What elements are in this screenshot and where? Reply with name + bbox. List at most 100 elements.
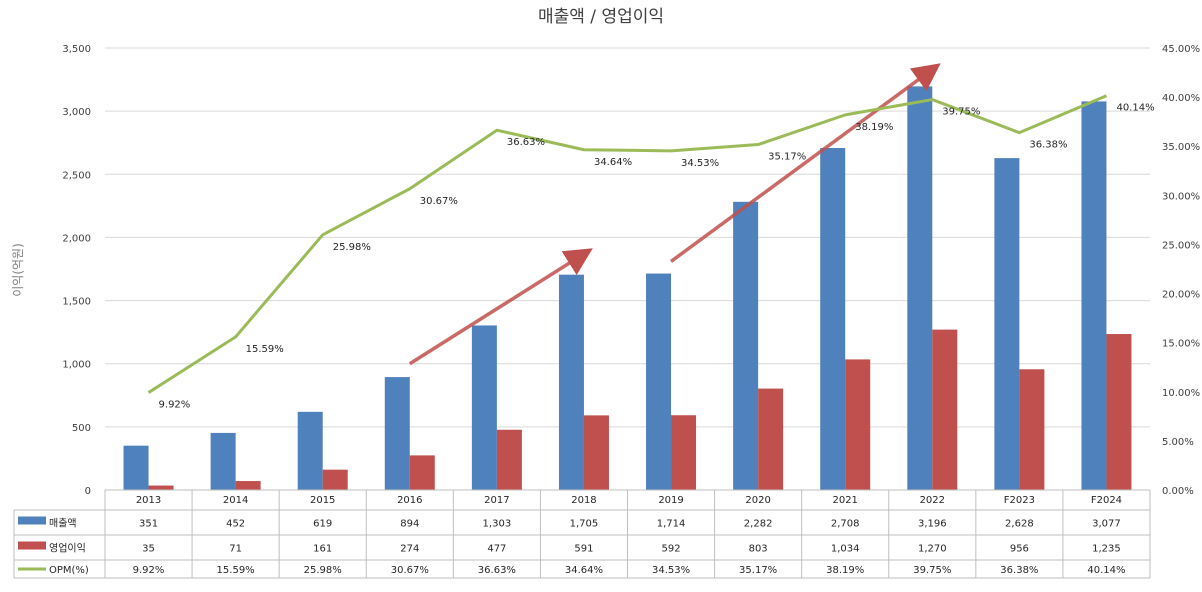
table-cell: 25.98% (304, 565, 342, 576)
y2-tick-label: 45.00% (1162, 44, 1200, 55)
table-cell: 39.75% (913, 565, 951, 576)
opm-data-label: 35.17% (768, 152, 806, 163)
data-table: 2013 2014 2015 2016 2017 2018 2019 2020 2021 2022… (13, 489, 1151, 579)
table-cell: 38.19% (826, 565, 864, 576)
opm-data-label: 36.63% (507, 137, 545, 148)
trend-arrows (408, 63, 941, 366)
bar-sales (471, 325, 497, 490)
opm-data-label: 38.19% (855, 122, 893, 133)
bar-operating-profit (409, 455, 435, 490)
y2-tick-label: 35.00% (1162, 142, 1200, 153)
bar-operating-profit (148, 485, 174, 490)
table-cell: 803 (749, 544, 768, 555)
chart-title: 매출액 / 영업이익 (538, 7, 664, 27)
table-cell: 592 (661, 544, 680, 555)
table-cell: 71 (229, 544, 242, 555)
bar-operating-profit (1019, 369, 1045, 490)
x-tick-label: 2019 (658, 495, 683, 506)
bar-operating-profit (583, 415, 609, 490)
y2-tick-label: 0.00% (1162, 486, 1194, 497)
table-cell: 36.38% (1000, 565, 1038, 576)
y-tick-label: 1,000 (62, 360, 91, 371)
table-cell: 351 (139, 519, 158, 530)
legend-key-operating-profit (18, 541, 46, 550)
bar-sales (123, 445, 149, 490)
opm-data-label: 40.14% (1116, 103, 1154, 114)
opm-line-series: 9.92% 15.59% 25.98% 30.67% 36.63% 34.64% 34.53… (147, 94, 1155, 411)
table-cell: 1,303 (483, 519, 512, 530)
table-cell: 591 (574, 544, 593, 555)
y2-tick-label: 20.00% (1162, 290, 1200, 301)
y2-tick-label: 25.00% (1162, 240, 1200, 251)
y-tick-label: 2,500 (62, 170, 91, 181)
x-tick-label: 2013 (136, 495, 161, 506)
table-cell: 35.17% (739, 565, 777, 576)
table-cell: 1,034 (831, 544, 860, 555)
table-cell: 3,196 (918, 519, 947, 530)
bar-sales (297, 411, 323, 490)
legend-key-sales (18, 516, 46, 525)
bar-sales (384, 377, 410, 490)
y2-tick-label: 40.00% (1162, 93, 1200, 104)
bar-sales (558, 274, 584, 490)
table-cell: 1,705 (570, 519, 599, 530)
table-cell: 3,077 (1092, 519, 1121, 530)
table-cell: 1,270 (918, 544, 947, 555)
x-tick-label: 2020 (745, 495, 770, 506)
table-cell: 452 (226, 519, 245, 530)
opm-line (147, 94, 1108, 394)
legend-label: 영업이익 (49, 542, 86, 555)
bar-operating-profit (496, 429, 522, 490)
bar-operating-profit (322, 469, 348, 490)
bar-operating-profit (932, 329, 958, 490)
opm-data-label: 36.38% (1029, 140, 1067, 151)
opm-data-label: 15.59% (246, 344, 284, 355)
table-cell: 1,714 (657, 519, 686, 530)
table-cell: 9.92% (133, 565, 165, 576)
table-cell: 36.63% (478, 565, 516, 576)
table-cell: 161 (313, 544, 332, 555)
y-tick-label: 2,000 (62, 233, 91, 244)
opm-data-label: 25.98% (333, 242, 371, 253)
x-tick-label: 2017 (484, 495, 509, 506)
table-cell: 477 (487, 544, 506, 555)
y-tick-label: 3,500 (62, 44, 91, 55)
opm-data-label: 30.67% (420, 196, 458, 207)
legend-label: 매출액 (49, 518, 77, 530)
y-tick-label: 0 (85, 486, 91, 497)
opm-data-label: 34.64% (594, 157, 632, 168)
table-cell: 34.53% (652, 565, 690, 576)
y-axis-label: 이익(억원) (11, 243, 25, 297)
bar-operating-profit (1106, 334, 1132, 490)
y2-tick-label: 10.00% (1162, 388, 1200, 399)
table-cell: 956 (1010, 544, 1029, 555)
table-cell: 35 (142, 544, 155, 555)
table-cell: 30.67% (391, 565, 429, 576)
y-tick-label: 3,000 (62, 107, 91, 118)
bar-operating-profit (758, 388, 784, 490)
y2-tick-label: 30.00% (1162, 191, 1200, 202)
table-cell: 2,708 (831, 519, 860, 530)
trend-arrow (408, 248, 593, 366)
table-cell: 2,282 (744, 519, 773, 530)
opm-data-label: 9.92% (159, 400, 191, 411)
x-tick-label: 2015 (310, 495, 335, 506)
x-tick-label: 2021 (832, 495, 857, 506)
bar-sales (994, 158, 1020, 490)
y-tick-label: 1,500 (62, 297, 91, 308)
x-tick-label: F2023 (1004, 495, 1035, 506)
table-cell: 619 (313, 519, 332, 530)
bar-operating-profit (235, 481, 261, 490)
gridlines (105, 47, 1150, 428)
table-cell: 40.14% (1087, 565, 1125, 576)
x-tick-label: 2016 (397, 495, 422, 506)
table-cell: 15.59% (217, 565, 255, 576)
bar-sales (1081, 101, 1107, 490)
table-cell: 34.64% (565, 565, 603, 576)
y2-tick-label: 15.00% (1162, 339, 1200, 350)
x-tick-label: 2014 (223, 495, 248, 506)
legend-label: OPM(%) (49, 565, 89, 576)
bar-sales (646, 273, 672, 490)
